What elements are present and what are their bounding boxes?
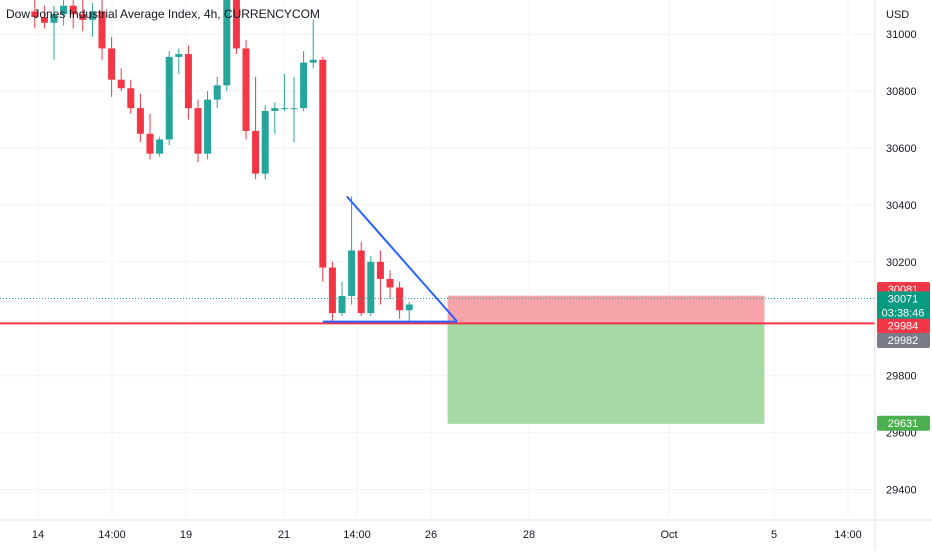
candle-body bbox=[357, 250, 365, 314]
candle-body bbox=[175, 54, 183, 57]
candle-body bbox=[31, 11, 39, 18]
candle-body bbox=[328, 267, 336, 314]
candle-body bbox=[376, 261, 384, 279]
candle-body bbox=[98, 11, 106, 49]
x-tick-label: 5 bbox=[771, 529, 777, 541]
price-label-prev-close-bg bbox=[877, 332, 930, 348]
price-label-entry: 29984 bbox=[888, 321, 919, 333]
candle-body bbox=[60, 5, 68, 15]
candle-body bbox=[136, 108, 144, 134]
chart-title: Dow Jones Industrial Average Index, 4h, … bbox=[6, 7, 320, 21]
candle-body bbox=[50, 14, 58, 23]
candle-body bbox=[127, 88, 135, 109]
candle-body bbox=[309, 59, 317, 63]
candle-body bbox=[79, 14, 87, 20]
candle-body bbox=[146, 133, 154, 154]
x-tick-label: 14:00 bbox=[834, 529, 862, 541]
candle-body bbox=[405, 304, 413, 311]
candle-body bbox=[213, 85, 221, 100]
candle-body bbox=[252, 130, 260, 174]
x-tick-label: Oct bbox=[660, 529, 677, 541]
y-tick-label: 30200 bbox=[886, 257, 917, 269]
candle-body bbox=[117, 79, 125, 89]
lines-layer[interactable] bbox=[0, 195, 875, 325]
stop-loss-zone[interactable] bbox=[447, 295, 765, 324]
candle-body bbox=[223, 0, 231, 86]
triangle-resistance-line[interactable] bbox=[346, 195, 458, 323]
y-tick-label: 31000 bbox=[886, 29, 917, 41]
candle-body bbox=[338, 296, 346, 314]
candle-body bbox=[204, 99, 212, 154]
candle-body bbox=[300, 62, 308, 109]
candle-body bbox=[319, 59, 327, 268]
candle-body bbox=[232, 0, 240, 49]
y-tick-label: 30800 bbox=[886, 86, 917, 98]
x-tick-label: 26 bbox=[425, 529, 437, 541]
candle-body bbox=[386, 278, 394, 288]
time-axis[interactable]: 14 14:00 19 21 14:00 26 28 Oct 5 14:00 bbox=[0, 519, 932, 541]
currency-label: USD bbox=[886, 9, 910, 21]
price-label-prev-close: 29982 bbox=[888, 335, 919, 347]
y-tick-label: 30600 bbox=[886, 143, 917, 155]
y-tick-label: 30400 bbox=[886, 200, 917, 212]
candle-body bbox=[348, 250, 356, 296]
candle-body bbox=[69, 5, 77, 15]
candle-body bbox=[184, 54, 192, 109]
candle-body bbox=[88, 11, 96, 20]
x-tick-label: 19 bbox=[180, 529, 192, 541]
price-label-target-bg bbox=[877, 415, 930, 431]
x-tick-label: 14 bbox=[32, 529, 44, 541]
x-tick-label: 14:00 bbox=[98, 529, 126, 541]
take-profit-zone[interactable] bbox=[447, 323, 765, 424]
candle-body bbox=[108, 48, 116, 80]
y-tick-label: 29400 bbox=[886, 485, 917, 497]
position-zones[interactable] bbox=[447, 295, 765, 424]
candle-body bbox=[261, 111, 269, 174]
price-label-entry-bg bbox=[877, 318, 930, 334]
price-label-target: 29631 bbox=[888, 418, 919, 430]
grid-layer bbox=[0, 0, 875, 518]
candle-body bbox=[280, 108, 288, 110]
candles-layer bbox=[31, 0, 413, 322]
candle-body bbox=[367, 261, 375, 314]
candle-body bbox=[165, 56, 173, 140]
candle-body bbox=[290, 108, 298, 110]
price-label-current: 30071 bbox=[888, 293, 919, 305]
x-tick-label: 21 bbox=[278, 529, 290, 541]
x-tick-label: 14:00 bbox=[343, 529, 371, 541]
candle-body bbox=[156, 139, 164, 154]
candle-body bbox=[40, 17, 48, 23]
price-label-current-countdown: 03:38:46 bbox=[882, 307, 925, 319]
candle-body bbox=[271, 108, 279, 111]
candle-body bbox=[242, 48, 250, 131]
price-label-current-bg bbox=[877, 291, 930, 322]
x-tick-label: 28 bbox=[523, 529, 535, 541]
y-tick-label: 29800 bbox=[886, 371, 917, 383]
candle-body bbox=[194, 108, 202, 154]
